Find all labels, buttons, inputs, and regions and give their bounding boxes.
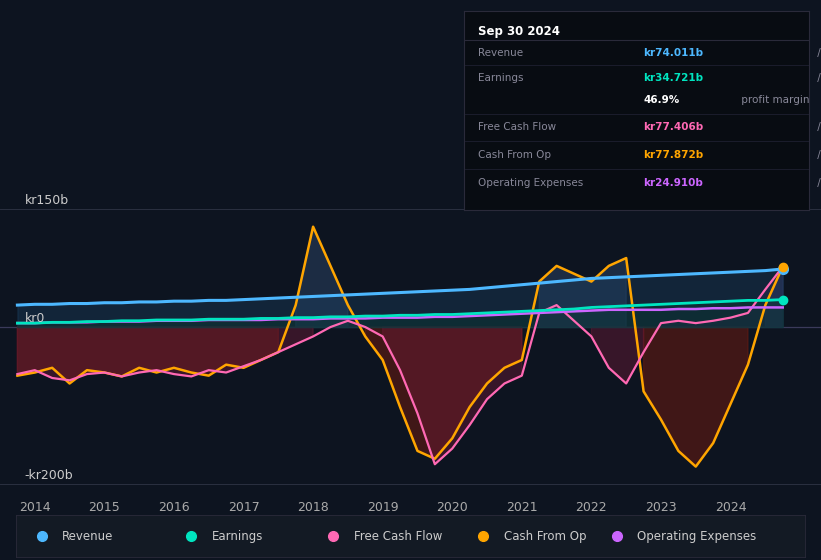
Text: /yr: /yr xyxy=(814,123,821,133)
Text: kr24.910b: kr24.910b xyxy=(643,178,703,188)
Text: kr150b: kr150b xyxy=(25,194,69,207)
Text: 46.9%: 46.9% xyxy=(643,95,680,105)
Text: Earnings: Earnings xyxy=(212,530,264,543)
Text: Sep 30 2024: Sep 30 2024 xyxy=(478,25,560,38)
Text: kr77.872b: kr77.872b xyxy=(643,150,704,160)
Text: kr34.721b: kr34.721b xyxy=(643,73,704,83)
Text: /yr: /yr xyxy=(814,73,821,83)
Text: Revenue: Revenue xyxy=(62,530,113,543)
Text: kr0: kr0 xyxy=(25,312,45,325)
Text: /yr: /yr xyxy=(814,178,821,188)
Text: Free Cash Flow: Free Cash Flow xyxy=(478,123,556,133)
Text: Cash From Op: Cash From Op xyxy=(503,530,586,543)
Text: Revenue: Revenue xyxy=(478,48,523,58)
Text: /yr: /yr xyxy=(814,48,821,58)
Text: Earnings: Earnings xyxy=(478,73,523,83)
Text: Operating Expenses: Operating Expenses xyxy=(478,178,583,188)
Text: kr74.011b: kr74.011b xyxy=(643,48,704,58)
Text: Cash From Op: Cash From Op xyxy=(478,150,551,160)
Text: Operating Expenses: Operating Expenses xyxy=(637,530,757,543)
Text: profit margin: profit margin xyxy=(738,95,810,105)
Text: kr77.406b: kr77.406b xyxy=(643,123,704,133)
Text: /yr: /yr xyxy=(814,150,821,160)
Text: -kr200b: -kr200b xyxy=(25,469,73,482)
Text: Free Cash Flow: Free Cash Flow xyxy=(354,530,443,543)
